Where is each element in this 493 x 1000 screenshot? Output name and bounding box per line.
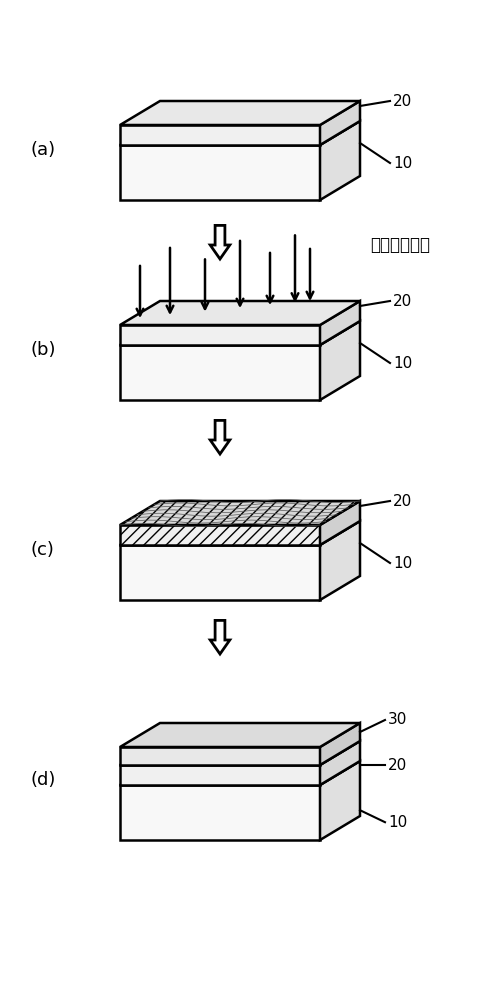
Polygon shape xyxy=(320,301,360,345)
Polygon shape xyxy=(120,345,320,400)
Polygon shape xyxy=(120,125,320,145)
Polygon shape xyxy=(320,501,360,545)
Text: 10: 10 xyxy=(393,155,412,170)
Polygon shape xyxy=(120,785,320,840)
Text: 10: 10 xyxy=(393,356,412,370)
Polygon shape xyxy=(120,521,360,545)
Polygon shape xyxy=(120,121,360,145)
Text: (c): (c) xyxy=(30,541,54,559)
Polygon shape xyxy=(320,321,360,400)
Polygon shape xyxy=(120,747,320,765)
Text: 20: 20 xyxy=(388,758,407,772)
Polygon shape xyxy=(320,741,360,785)
Text: 等离子体刻蚀: 等离子体刻蚀 xyxy=(370,236,430,254)
Text: 10: 10 xyxy=(388,815,407,830)
Polygon shape xyxy=(120,765,320,785)
Polygon shape xyxy=(320,121,360,200)
Text: 30: 30 xyxy=(388,712,407,728)
Text: 20: 20 xyxy=(393,493,412,508)
Text: 20: 20 xyxy=(393,94,412,108)
Polygon shape xyxy=(120,321,360,345)
Text: 10: 10 xyxy=(393,556,412,570)
Polygon shape xyxy=(210,225,230,259)
Polygon shape xyxy=(320,761,360,840)
Text: 20: 20 xyxy=(393,294,412,308)
Polygon shape xyxy=(120,545,320,600)
Polygon shape xyxy=(120,301,360,325)
Polygon shape xyxy=(120,101,360,125)
Text: (b): (b) xyxy=(30,341,56,359)
Text: (d): (d) xyxy=(30,771,55,789)
Polygon shape xyxy=(120,145,320,200)
Polygon shape xyxy=(320,521,360,600)
Polygon shape xyxy=(210,620,230,654)
Polygon shape xyxy=(120,501,360,525)
Polygon shape xyxy=(120,741,360,765)
Polygon shape xyxy=(210,420,230,454)
Polygon shape xyxy=(320,723,360,765)
Polygon shape xyxy=(320,101,360,145)
Polygon shape xyxy=(120,723,360,747)
Polygon shape xyxy=(120,325,320,345)
Polygon shape xyxy=(120,761,360,785)
Text: (a): (a) xyxy=(30,141,55,159)
Polygon shape xyxy=(120,525,320,545)
